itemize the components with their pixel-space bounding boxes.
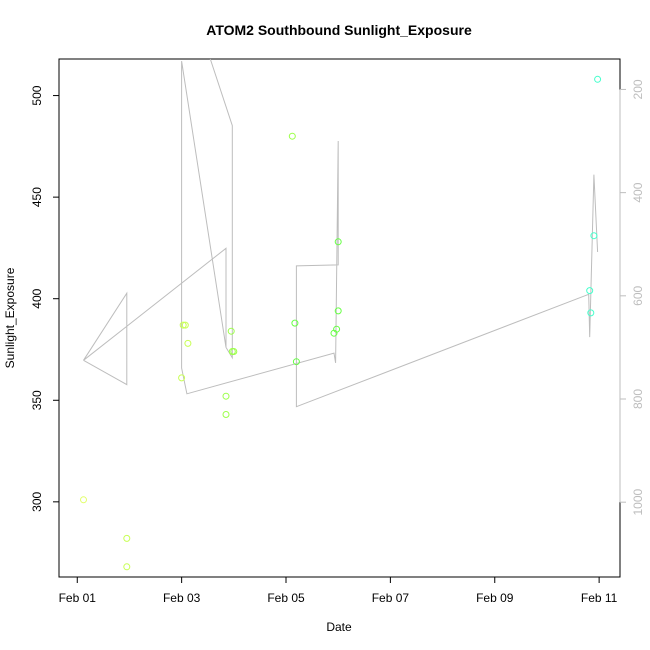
data-point xyxy=(80,496,87,504)
x-axis: Feb 01 Feb 03 Feb 05 Feb 07 Feb 09 Feb 11 xyxy=(59,576,618,605)
y-tick-label: 300 xyxy=(30,492,44,512)
plot-frame xyxy=(58,58,621,578)
y-tick-label: 400 xyxy=(30,288,44,308)
data-point xyxy=(178,374,186,382)
data-point xyxy=(123,534,131,542)
data-point xyxy=(333,325,341,333)
y-tick-label: 450 xyxy=(30,187,44,207)
data-point xyxy=(587,309,595,317)
data-point xyxy=(230,348,238,355)
y-axis-label: Sunlight_Exposure xyxy=(3,267,17,368)
x-tick-label: Feb 03 xyxy=(163,591,201,605)
line-series-layer xyxy=(83,58,599,408)
data-point xyxy=(227,327,235,335)
x-tick-label: Feb 05 xyxy=(267,591,305,605)
y-tick-label: 350 xyxy=(30,390,44,410)
data-point xyxy=(222,411,230,418)
x-tick-label: Feb 07 xyxy=(372,591,410,605)
data-point xyxy=(292,358,300,366)
data-point xyxy=(123,563,131,571)
data-point xyxy=(594,75,602,83)
data-point xyxy=(291,319,299,327)
data-point xyxy=(288,132,296,140)
data-point xyxy=(334,238,342,246)
data-point xyxy=(179,321,187,329)
x-tick-label: Feb 09 xyxy=(476,591,514,605)
data-point xyxy=(590,232,598,240)
chart-title: ATOM2 Southbound Sunlight_Exposure xyxy=(206,22,472,38)
y2-tick-label: 1000 xyxy=(631,489,645,516)
points-layer xyxy=(80,75,602,571)
y-axis: 300 350 400 450 500 xyxy=(30,85,60,512)
series-line xyxy=(83,61,599,408)
data-point xyxy=(184,339,192,347)
data-point xyxy=(334,307,342,315)
x-tick-label: Feb 11 xyxy=(581,591,618,605)
data-point xyxy=(586,287,594,295)
y-tick-label: 500 xyxy=(30,85,44,105)
series-line-segment xyxy=(209,58,233,360)
data-point xyxy=(222,392,230,400)
y2-tick-label: 200 xyxy=(631,79,645,99)
x-axis-label: Date xyxy=(326,620,352,634)
x-tick-label: Feb 01 xyxy=(59,591,97,605)
y2-tick-label: 400 xyxy=(631,182,645,202)
data-point xyxy=(181,321,189,329)
y2-tick-label: 600 xyxy=(631,285,645,305)
y2-axis: 200 400 600 800 1000 xyxy=(619,79,645,516)
y2-tick-label: 800 xyxy=(631,389,645,409)
